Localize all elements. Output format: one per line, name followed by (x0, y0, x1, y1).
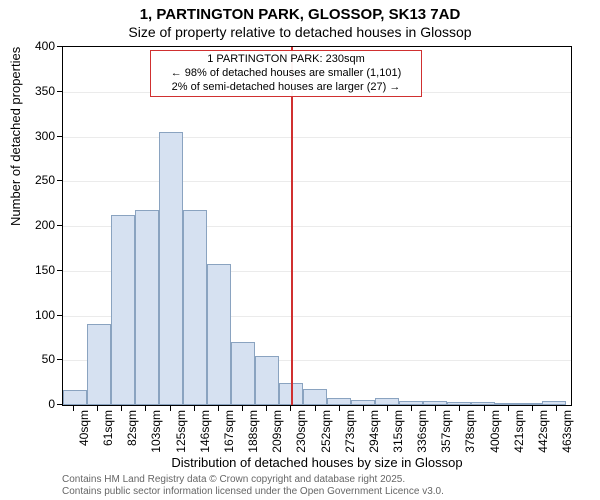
histogram-bar (423, 401, 447, 405)
y-tick-label: 250 (15, 173, 55, 187)
x-tick-label: 442sqm (536, 410, 550, 453)
annotation-line: 2% of semi-detached houses are larger (2… (155, 81, 417, 95)
y-tick (57, 359, 62, 360)
x-tick (121, 406, 122, 411)
x-tick-label: 61sqm (101, 410, 115, 446)
annotation-line: ← 98% of detached houses are smaller (1,… (155, 67, 417, 81)
x-tick (411, 406, 412, 411)
chart-title-line1: 1, PARTINGTON PARK, GLOSSOP, SK13 7AD (0, 6, 600, 23)
x-tick (387, 406, 388, 411)
y-tick (57, 136, 62, 137)
x-tick-label: 400sqm (488, 410, 502, 453)
x-tick-label: 252sqm (319, 410, 333, 453)
x-tick-label: 336sqm (415, 410, 429, 453)
histogram-bar (518, 403, 542, 405)
x-tick-label: 146sqm (198, 410, 212, 453)
x-tick (97, 406, 98, 411)
x-tick-label: 209sqm (270, 410, 284, 453)
histogram-bar (63, 390, 87, 405)
x-axis-title: Distribution of detached houses by size … (62, 455, 572, 470)
x-tick-label: 167sqm (222, 410, 236, 453)
annotation-line: 1 PARTINGTON PARK: 230sqm (155, 53, 417, 67)
x-tick-label: 103sqm (149, 410, 163, 453)
histogram-bar (495, 403, 519, 405)
histogram-bar (375, 398, 399, 405)
grid-line (63, 137, 571, 138)
chart-container: 1, PARTINGTON PARK, GLOSSOP, SK13 7AD Si… (0, 0, 600, 500)
x-tick (556, 406, 557, 411)
x-tick (508, 406, 509, 411)
x-tick (266, 406, 267, 411)
histogram-bar (159, 132, 183, 405)
x-tick-label: 378sqm (463, 410, 477, 453)
x-tick (484, 406, 485, 411)
x-tick-label: 357sqm (439, 410, 453, 453)
plot-area (62, 46, 572, 406)
x-tick-label: 82sqm (125, 410, 139, 446)
x-tick-label: 230sqm (294, 410, 308, 453)
histogram-bar (351, 400, 375, 405)
y-tick-label: 50 (15, 352, 55, 366)
reference-line (291, 47, 293, 405)
histogram-bar (231, 342, 255, 405)
histogram-bar (303, 389, 327, 405)
y-tick (57, 91, 62, 92)
x-tick (339, 406, 340, 411)
histogram-bar (255, 356, 279, 405)
x-tick-label: 421sqm (512, 410, 526, 453)
y-tick-label: 0 (15, 397, 55, 411)
x-tick (459, 406, 460, 411)
x-tick (145, 406, 146, 411)
histogram-bar (87, 324, 111, 405)
histogram-bar (471, 402, 495, 405)
histogram-bar (183, 210, 207, 405)
chart-title-line2: Size of property relative to detached ho… (0, 24, 600, 40)
x-tick-label: 273sqm (343, 410, 357, 453)
y-tick-label: 200 (15, 218, 55, 232)
y-tick (57, 180, 62, 181)
x-tick (435, 406, 436, 411)
x-tick (532, 406, 533, 411)
x-tick (290, 406, 291, 411)
x-tick-label: 294sqm (367, 410, 381, 453)
y-tick-label: 300 (15, 129, 55, 143)
y-tick-label: 100 (15, 308, 55, 322)
x-tick (363, 406, 364, 411)
histogram-bar (399, 401, 423, 405)
histogram-bar (111, 215, 135, 405)
x-tick-label: 40sqm (77, 410, 91, 446)
y-tick (57, 270, 62, 271)
y-tick-label: 150 (15, 263, 55, 277)
x-tick (170, 406, 171, 411)
x-tick-label: 125sqm (174, 410, 188, 453)
x-tick (315, 406, 316, 411)
y-tick-label: 400 (15, 39, 55, 53)
y-tick (57, 404, 62, 405)
x-tick (73, 406, 74, 411)
y-tick (57, 315, 62, 316)
footer-line2: Contains public sector information licen… (62, 486, 444, 497)
x-tick (194, 406, 195, 411)
histogram-bar (542, 401, 566, 405)
x-tick-label: 315sqm (391, 410, 405, 453)
x-tick-label: 188sqm (246, 410, 260, 453)
x-tick-label: 463sqm (560, 410, 574, 453)
grid-line (63, 181, 571, 182)
histogram-bar (207, 264, 231, 405)
x-tick (218, 406, 219, 411)
footer-line1: Contains HM Land Registry data © Crown c… (62, 474, 405, 485)
x-tick (242, 406, 243, 411)
histogram-bar (327, 398, 351, 405)
histogram-bar (135, 210, 159, 405)
y-tick-label: 350 (15, 84, 55, 98)
y-tick (57, 225, 62, 226)
histogram-bar (447, 402, 471, 405)
annotation-box: 1 PARTINGTON PARK: 230sqm← 98% of detach… (150, 50, 422, 97)
y-tick (57, 46, 62, 47)
